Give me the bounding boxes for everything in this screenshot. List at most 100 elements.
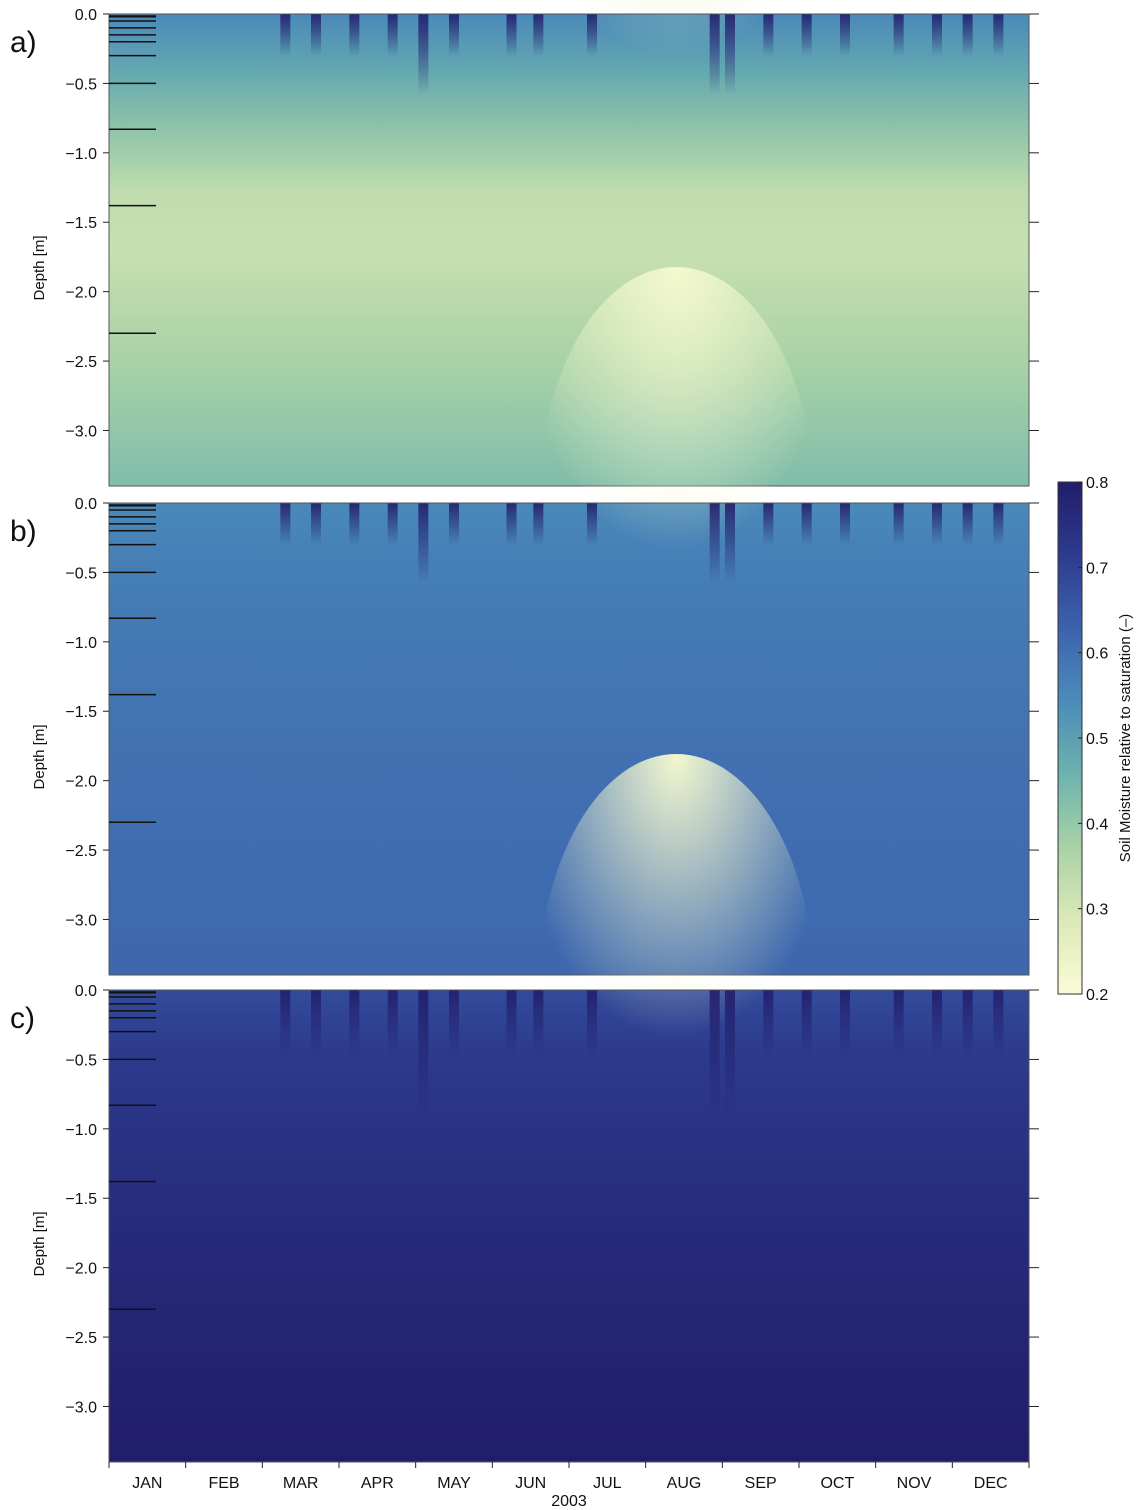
- y-axis-label: Depth [m]: [31, 724, 48, 789]
- y-tick-label: −1.5: [65, 704, 97, 721]
- x-tick-label: JUN: [515, 1475, 546, 1492]
- colorbar-tick-label: 0.5: [1086, 731, 1108, 748]
- x-tick-label: APR: [361, 1475, 394, 1492]
- infiltration-streak: [349, 990, 360, 1058]
- colorbar-label: Soil Moisture relative to saturation (–): [1117, 614, 1134, 862]
- infiltration-streak: [587, 990, 597, 1058]
- panel-1: 0.0 −0.5 −1.0 −1.5 −2.0 −2.5 −3.0 Depth [m] a): [10, 0, 1039, 487]
- y-axis-label: Depth [m]: [31, 1211, 48, 1276]
- infiltration-streak: [449, 14, 459, 57]
- y-tick-label: −2.5: [65, 1330, 97, 1347]
- infiltration-streak: [993, 990, 1004, 1058]
- infiltration-streak: [893, 990, 904, 1058]
- y-tick-label: −3.0: [65, 423, 97, 440]
- infiltration-streak: [280, 990, 291, 1058]
- infiltration-streak: [418, 14, 429, 95]
- colorbar-tick-label: 0.4: [1086, 816, 1108, 833]
- y-tick-label: −1.5: [65, 215, 97, 232]
- infiltration-streak: [962, 990, 973, 1058]
- infiltration-streak: [725, 503, 735, 584]
- colorbar-tick-label: 0.7: [1086, 560, 1108, 577]
- x-tick-label: NOV: [897, 1475, 932, 1492]
- y-tick-label: −1.0: [65, 635, 97, 652]
- colorbar-tick-label: 0.3: [1086, 902, 1108, 919]
- x-tick-labels: JAN FEB MAR APR MAY JUN JUL AUG SEP OCT NOV DEC: [108, 1462, 1030, 1492]
- infiltration-streak: [533, 990, 544, 1058]
- infiltration-streak: [533, 14, 544, 57]
- infiltration-streak: [763, 990, 774, 1058]
- x-tick-label: JUL: [593, 1475, 622, 1492]
- x-tick-label: JAN: [132, 1475, 162, 1492]
- y-tick-label: −0.5: [65, 76, 97, 93]
- infiltration-streak: [311, 990, 321, 1058]
- colorbar-ticks: 0.2 0.3 0.4 0.5 0.6 0.7 0.8: [1078, 475, 1108, 1004]
- x-axis-year-label: 2003: [551, 1493, 587, 1510]
- infiltration-streak: [763, 503, 774, 546]
- panels: 0.0 −0.5 −1.0 −1.5 −2.0 −2.5 −3.0 Depth [m] a) 0.…: [10, 0, 1039, 1463]
- y-tick-label: −3.0: [65, 1399, 97, 1416]
- infiltration-streak: [801, 503, 812, 546]
- infiltration-streak: [725, 14, 735, 95]
- infiltration-streak: [763, 14, 774, 57]
- infiltration-streak: [840, 503, 850, 546]
- panel-label: a): [10, 26, 37, 59]
- infiltration-streak: [801, 14, 812, 57]
- x-tick-label: MAR: [283, 1475, 319, 1492]
- infiltration-streak: [449, 503, 459, 546]
- y-tick-label: −0.5: [65, 1052, 97, 1069]
- y-tick-label: −1.0: [65, 146, 97, 163]
- y-tick-label: 0.0: [75, 7, 97, 24]
- infiltration-streak: [280, 503, 291, 546]
- infiltration-streak: [801, 990, 812, 1058]
- colorbar-tick-label: 0.2: [1086, 987, 1108, 1004]
- infiltration-streak: [418, 990, 429, 1119]
- infiltration-streak: [506, 503, 517, 546]
- infiltration-streak: [280, 14, 291, 57]
- infiltration-streak: [349, 503, 360, 546]
- colorbar-tick-label: 0.6: [1086, 646, 1108, 663]
- y-axis-label: Depth [m]: [31, 235, 48, 300]
- x-axis: JAN FEB MAR APR MAY JUN JUL AUG SEP OCT NOV DEC 200…: [108, 1462, 1030, 1510]
- infiltration-streak: [418, 503, 429, 584]
- infiltration-streak: [506, 990, 517, 1058]
- infiltration-streak: [387, 990, 398, 1058]
- infiltration-streak: [709, 990, 720, 1119]
- infiltration-streak: [349, 14, 360, 57]
- infiltration-streak: [311, 14, 321, 57]
- y-tick-label: −1.5: [65, 1191, 97, 1208]
- y-tick-label: −3.0: [65, 912, 97, 929]
- infiltration-streak: [893, 503, 904, 546]
- y-tick-label: 0.0: [75, 496, 97, 513]
- infiltration-streak: [993, 14, 1004, 57]
- infiltration-streak: [840, 990, 850, 1058]
- infiltration-streak: [387, 503, 398, 546]
- x-tick-label: OCT: [820, 1475, 854, 1492]
- colorbar-tick-label: 0.8: [1086, 475, 1108, 492]
- infiltration-streak: [709, 503, 720, 584]
- y-tick-label: −2.5: [65, 354, 97, 371]
- infiltration-streak: [962, 503, 973, 546]
- x-tick-label: MAY: [437, 1475, 471, 1492]
- y-tick-label: −1.0: [65, 1122, 97, 1139]
- infiltration-streak: [587, 503, 597, 546]
- infiltration-streak: [932, 14, 942, 57]
- x-tick-label: SEP: [745, 1475, 777, 1492]
- infiltration-streak: [587, 14, 597, 57]
- colorbar: 0.2 0.3 0.4 0.5 0.6 0.7 0.8 Soil Moisture rela…: [1057, 475, 1134, 1004]
- infiltration-streak: [311, 503, 321, 546]
- infiltration-streak: [533, 503, 544, 546]
- infiltration-streak: [962, 14, 973, 57]
- infiltration-streak: [709, 14, 720, 95]
- infiltration-streak: [725, 990, 735, 1119]
- y-tick-label: −0.5: [65, 565, 97, 582]
- y-tick-label: −2.5: [65, 843, 97, 860]
- y-tick-label: −2.0: [65, 774, 97, 791]
- x-tick-label: DEC: [974, 1475, 1008, 1492]
- panel-label: c): [10, 1002, 35, 1035]
- infiltration-streak: [932, 990, 942, 1058]
- x-tick-label: FEB: [208, 1475, 239, 1492]
- y-tick-label: −2.0: [65, 1261, 97, 1278]
- infiltration-streak: [449, 990, 459, 1058]
- infiltration-streak: [506, 14, 517, 57]
